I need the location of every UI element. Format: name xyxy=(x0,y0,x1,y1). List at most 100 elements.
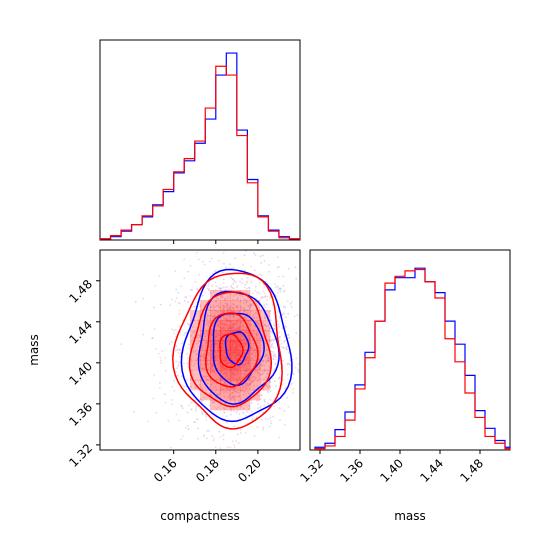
scatter-point xyxy=(120,343,123,345)
scatter-point xyxy=(177,291,180,294)
scatter-point xyxy=(287,312,290,315)
scatter-point xyxy=(157,352,160,355)
scatter-point xyxy=(202,368,205,370)
scatter-point xyxy=(213,322,215,324)
scatter-point xyxy=(178,309,181,312)
scatter-point xyxy=(208,345,211,347)
y-axis-label-mass: mass xyxy=(27,334,41,366)
scatter-point xyxy=(264,306,267,309)
scatter-point xyxy=(262,296,265,299)
scatter-point xyxy=(216,321,219,323)
scatter-point xyxy=(222,307,225,310)
scatter-point xyxy=(183,258,186,261)
scatter-point xyxy=(223,395,226,398)
contour-xtick-label-2: 0.20 xyxy=(235,456,264,485)
scatter-point xyxy=(198,273,200,276)
density-cell xyxy=(190,360,201,371)
scatter-point xyxy=(223,391,225,393)
scatter-point xyxy=(204,342,207,344)
scatter-point xyxy=(255,231,257,233)
scatter-point xyxy=(200,411,203,413)
scatter-point xyxy=(278,378,280,380)
scatter-point xyxy=(245,292,248,294)
scatter-point xyxy=(289,302,292,305)
contour-ytick-label-4: 1.48 xyxy=(66,277,95,306)
scatter-point xyxy=(272,358,275,361)
scatter-point xyxy=(178,361,180,364)
scatter-point xyxy=(209,317,211,320)
scatter-point xyxy=(253,375,256,378)
scatter-point xyxy=(210,314,212,317)
scatter-point xyxy=(272,351,274,353)
density-cell xyxy=(200,390,211,401)
scatter-point xyxy=(220,388,223,390)
scatter-point xyxy=(207,324,210,327)
scatter-point xyxy=(231,278,234,281)
scatter-point xyxy=(266,359,269,362)
scatter-point xyxy=(233,294,236,296)
scatter-point xyxy=(239,428,242,431)
scatter-point xyxy=(182,362,185,365)
scatter-point xyxy=(232,308,235,310)
scatter-point xyxy=(246,410,248,413)
scatter-point xyxy=(267,369,269,372)
scatter-point xyxy=(244,370,246,372)
scatter-point xyxy=(200,347,203,350)
scatter-point xyxy=(305,343,307,345)
scatter-point xyxy=(173,332,176,335)
scatter-point xyxy=(245,328,248,331)
scatter-point xyxy=(212,317,215,319)
scatter-point xyxy=(245,300,248,303)
scatter-point xyxy=(177,365,180,367)
scatter-point xyxy=(255,416,258,419)
scatter-point xyxy=(171,399,174,401)
scatter-point xyxy=(212,439,215,442)
scatter-point xyxy=(192,326,194,328)
scatter-point xyxy=(167,419,170,422)
density-cell xyxy=(260,350,271,361)
scatter-point xyxy=(276,359,278,361)
scatter-point xyxy=(265,348,268,351)
scatter-point xyxy=(236,298,239,300)
density-cell xyxy=(250,380,261,391)
scatter-point xyxy=(267,390,269,392)
scatter-point xyxy=(244,390,246,393)
density-cell xyxy=(190,380,201,391)
scatter-point xyxy=(267,386,270,389)
scatter-point xyxy=(244,456,246,458)
scatter-point xyxy=(205,437,208,440)
scatter-point xyxy=(197,427,200,430)
scatter-point xyxy=(175,344,178,347)
scatter-point xyxy=(282,305,285,308)
scatter-point xyxy=(188,404,191,407)
scatter-point xyxy=(233,395,236,397)
scatter-point xyxy=(257,380,259,382)
scatter-point xyxy=(229,446,232,449)
density-cell xyxy=(260,370,271,381)
contour-ytick-label-2: 1.40 xyxy=(66,359,95,388)
scatter-point xyxy=(266,372,269,375)
scatter-point xyxy=(164,401,167,404)
scatter-point xyxy=(294,367,297,369)
scatter-point xyxy=(251,376,253,379)
scatter-point xyxy=(259,337,261,339)
scatter-point xyxy=(206,330,208,333)
scatter-point xyxy=(207,351,210,354)
scatter-point xyxy=(241,376,244,379)
scatter-point xyxy=(207,308,210,311)
scatter-point xyxy=(199,385,202,388)
scatter-point xyxy=(164,357,167,360)
scatter-point xyxy=(234,257,237,260)
scatter-point xyxy=(287,267,290,270)
scatter-point xyxy=(230,289,233,292)
contour-line-1-3 xyxy=(172,272,283,430)
scatter-point xyxy=(254,352,257,355)
scatter-point xyxy=(192,337,195,339)
scatter-point xyxy=(269,398,271,401)
scatter-point xyxy=(263,315,266,318)
scatter-point xyxy=(253,362,256,365)
scatter-point xyxy=(207,363,210,366)
scatter-point xyxy=(258,373,261,376)
scatter-point xyxy=(214,371,217,374)
scatter-point xyxy=(232,391,234,394)
